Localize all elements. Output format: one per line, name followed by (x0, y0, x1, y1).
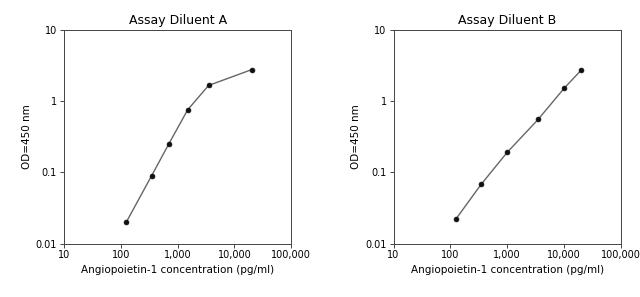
X-axis label: Angiopoietin-1 concentration (pg/ml): Angiopoietin-1 concentration (pg/ml) (411, 265, 604, 275)
X-axis label: Angiopoietin-1 concentration (pg/ml): Angiopoietin-1 concentration (pg/ml) (81, 265, 274, 275)
Y-axis label: OD=450 nm: OD=450 nm (22, 104, 31, 169)
Title: Assay Diluent A: Assay Diluent A (129, 14, 227, 27)
Y-axis label: OD=450 nm: OD=450 nm (351, 104, 361, 169)
Title: Assay Diluent B: Assay Diluent B (458, 14, 556, 27)
